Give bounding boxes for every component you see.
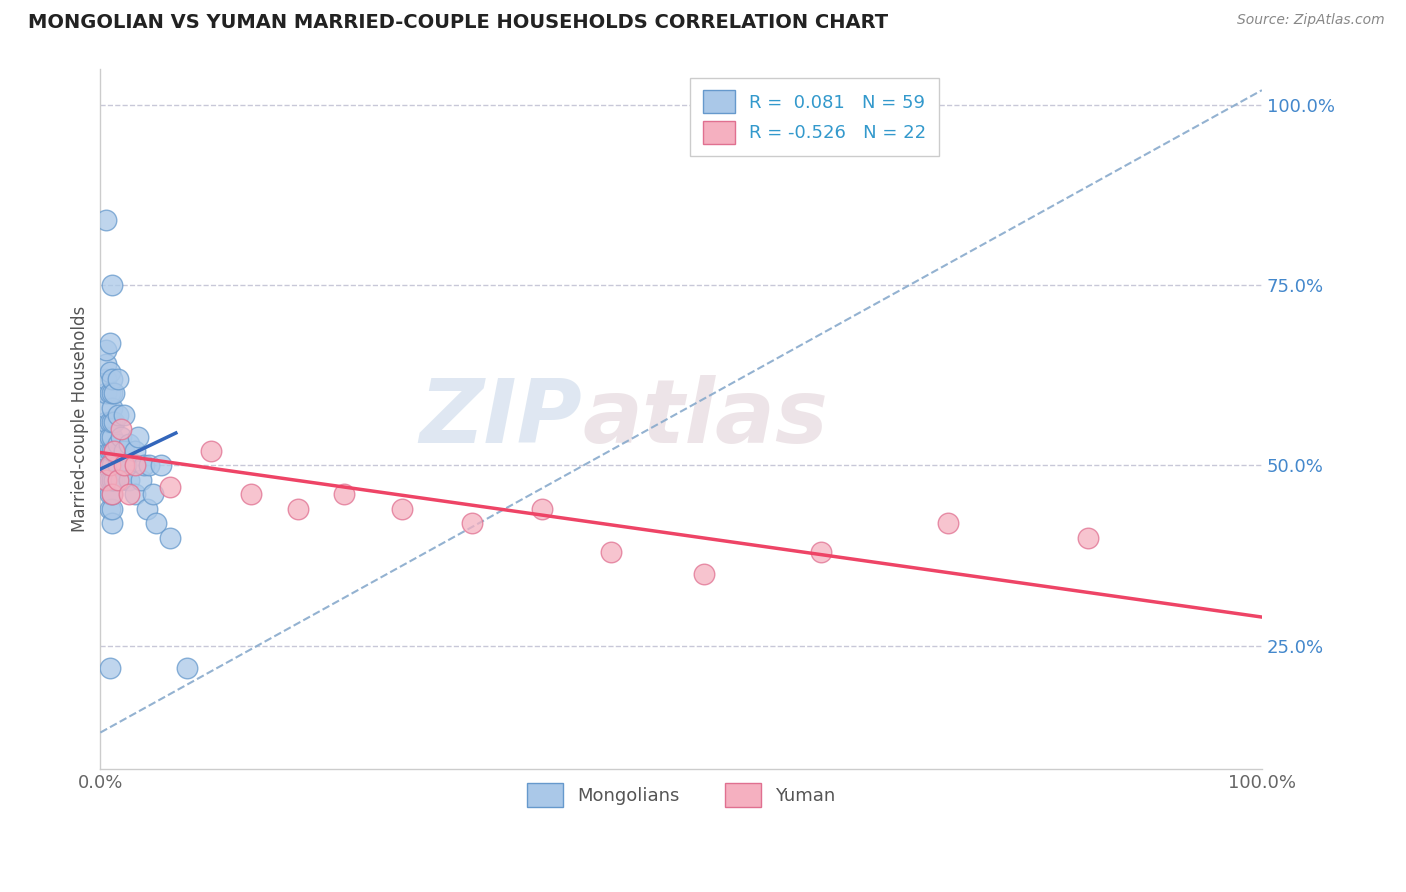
- Point: [107, 372, 129, 386]
- Point: [98, 487, 121, 501]
- Point: [96, 473, 118, 487]
- Point: [129, 473, 152, 487]
- Point: [159, 531, 181, 545]
- Point: [391, 501, 413, 516]
- Point: [98, 501, 121, 516]
- Point: [101, 444, 124, 458]
- Point: [124, 487, 146, 501]
- Point: [134, 458, 156, 473]
- Point: [96, 343, 118, 357]
- Point: [112, 458, 135, 473]
- Point: [107, 458, 129, 473]
- Text: ZIP: ZIP: [419, 375, 582, 462]
- Point: [118, 487, 141, 501]
- Point: [98, 458, 121, 473]
- Point: [101, 473, 124, 487]
- Legend: Mongolians, Yuman: Mongolians, Yuman: [517, 774, 845, 815]
- Text: MONGOLIAN VS YUMAN MARRIED-COUPLE HOUSEHOLDS CORRELATION CHART: MONGOLIAN VS YUMAN MARRIED-COUPLE HOUSEH…: [28, 13, 889, 32]
- Point: [98, 386, 121, 401]
- Point: [159, 480, 181, 494]
- Point: [101, 278, 124, 293]
- Point: [101, 487, 124, 501]
- Point: [127, 429, 149, 443]
- Point: [103, 386, 125, 401]
- Point: [101, 415, 124, 429]
- Point: [124, 444, 146, 458]
- Point: [96, 473, 118, 487]
- Point: [103, 473, 125, 487]
- Point: [96, 444, 118, 458]
- Point: [98, 444, 121, 458]
- Point: [118, 437, 141, 451]
- Point: [124, 458, 146, 473]
- Point: [101, 501, 124, 516]
- Y-axis label: Married-couple Households: Married-couple Households: [72, 305, 89, 532]
- Point: [98, 458, 121, 473]
- Point: [103, 415, 125, 429]
- Point: [101, 429, 124, 443]
- Point: [115, 458, 138, 473]
- Point: [110, 429, 132, 443]
- Point: [101, 516, 124, 531]
- Point: [96, 458, 118, 473]
- Point: [138, 458, 160, 473]
- Point: [333, 487, 356, 501]
- Point: [101, 372, 124, 386]
- Point: [98, 365, 121, 379]
- Point: [287, 501, 309, 516]
- Point: [176, 660, 198, 674]
- Point: [96, 401, 118, 415]
- Point: [96, 372, 118, 386]
- Point: [107, 473, 129, 487]
- Point: [200, 444, 222, 458]
- Point: [101, 386, 124, 401]
- Point: [101, 401, 124, 415]
- Point: [98, 660, 121, 674]
- Point: [98, 473, 121, 487]
- Point: [112, 444, 135, 458]
- Point: [1077, 531, 1099, 545]
- Point: [240, 487, 263, 501]
- Point: [145, 516, 167, 531]
- Point: [101, 458, 124, 473]
- Point: [96, 213, 118, 227]
- Point: [110, 422, 132, 436]
- Point: [149, 458, 172, 473]
- Point: [107, 437, 129, 451]
- Point: [110, 473, 132, 487]
- Point: [103, 444, 125, 458]
- Point: [98, 429, 121, 443]
- Text: atlas: atlas: [582, 375, 828, 462]
- Point: [96, 415, 118, 429]
- Point: [693, 566, 716, 581]
- Point: [810, 545, 832, 559]
- Point: [103, 444, 125, 458]
- Point: [530, 501, 553, 516]
- Point: [98, 415, 121, 429]
- Point: [461, 516, 484, 531]
- Point: [96, 386, 118, 401]
- Point: [142, 487, 165, 501]
- Point: [118, 473, 141, 487]
- Point: [135, 501, 157, 516]
- Point: [936, 516, 959, 531]
- Text: Source: ZipAtlas.com: Source: ZipAtlas.com: [1237, 13, 1385, 28]
- Point: [96, 358, 118, 372]
- Point: [98, 335, 121, 350]
- Point: [112, 408, 135, 422]
- Point: [101, 487, 124, 501]
- Point: [107, 408, 129, 422]
- Point: [96, 429, 118, 443]
- Point: [600, 545, 623, 559]
